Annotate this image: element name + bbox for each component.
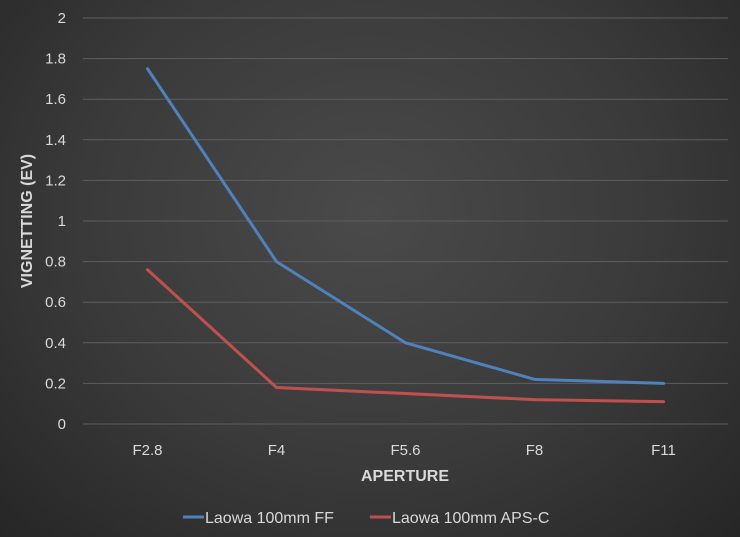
y-tick-label: 1.4 [45,132,66,149]
series-line-0 [146,67,665,385]
series-line-1 [146,268,665,404]
y-tick-label: 0 [58,416,66,433]
y-tick-label: 1.8 [45,51,66,68]
x-tick-label: F11 [651,442,676,459]
y-tick-label: 0.2 [45,375,66,392]
x-axis-title: APERTURE [361,468,449,485]
y-axis-title: VIGNETTING (EV) [19,154,36,288]
y-tick-label: 1.6 [45,91,66,108]
y-tick-label: 2 [58,10,66,27]
x-tick-label: F8 [526,442,544,459]
legend: Laowa 100mm FF Laowa 100mm APS-C [183,510,549,527]
legend-label-1: Laowa 100mm APS-C [392,510,549,527]
y-tick-label: 0.4 [45,335,66,352]
y-tick-label: 1.2 [45,172,66,189]
y-tick-labels: 0 0.2 0.4 0.6 0.8 1 1.2 1.4 1.6 1.8 2 [45,10,66,433]
x-tick-label: F5.6 [390,442,420,459]
x-tick-label: F2.8 [132,442,162,459]
x-tick-labels: F2.8 F4 F5.6 F8 F11 [132,442,675,459]
legend-label-0: Laowa 100mm FF [205,510,334,527]
series-lines [146,67,665,404]
y-tick-label: 0.6 [45,294,66,311]
x-tick-label: F4 [268,442,286,459]
y-tick-label: 1 [58,213,66,230]
y-tick-label: 0.8 [45,254,66,271]
grid-lines [83,17,728,425]
